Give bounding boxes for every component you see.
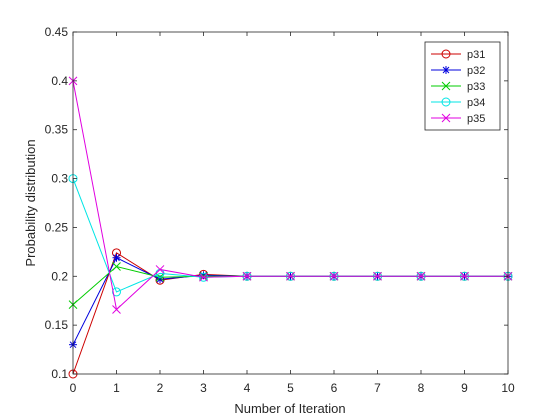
legend-marker-p34 bbox=[441, 97, 451, 107]
x-axis-label: Number of Iteration bbox=[234, 401, 345, 416]
data-point-p35 bbox=[416, 271, 426, 281]
x-tick-label: 0 bbox=[70, 381, 77, 395]
data-point-p33 bbox=[199, 271, 208, 281]
legend-label: p34 bbox=[467, 97, 485, 109]
legend-marker-p32 bbox=[442, 66, 450, 74]
legend-label: p33 bbox=[467, 81, 485, 93]
y-tick-label: 0.2 bbox=[51, 269, 68, 283]
legend-label: p32 bbox=[467, 65, 485, 77]
data-point-p34 bbox=[112, 287, 121, 297]
x-tick-label: 7 bbox=[374, 381, 381, 395]
x-tick-label: 10 bbox=[501, 381, 515, 395]
legend-marker-p33 bbox=[441, 81, 451, 91]
x-tick-label: 6 bbox=[331, 381, 338, 395]
data-point-p35 bbox=[329, 271, 339, 281]
y-tick-label: 0.15 bbox=[45, 318, 69, 332]
x-tick-label: 9 bbox=[461, 381, 468, 395]
data-point-p35 bbox=[199, 272, 208, 282]
y-tick-label: 0.1 bbox=[51, 367, 68, 381]
series-layer bbox=[68, 76, 513, 379]
x-tick-label: 5 bbox=[287, 381, 294, 395]
y-axis-label: Probability distribution bbox=[23, 139, 38, 266]
x-tick-label: 2 bbox=[157, 381, 164, 395]
data-point-p35 bbox=[373, 271, 382, 281]
y-tick-label: 0.25 bbox=[45, 220, 69, 234]
data-point-p32 bbox=[112, 253, 121, 262]
legend-marker-p35 bbox=[441, 113, 451, 123]
data-point-p35 bbox=[112, 305, 121, 314]
y-tick-label: 0.4 bbox=[51, 74, 68, 88]
y-tick-label: 0.35 bbox=[45, 123, 69, 137]
x-axis-ticks: 0 1 2 3 4 5 6 7 8 9 10 bbox=[70, 32, 515, 395]
legend-label: p35 bbox=[467, 113, 485, 125]
x-tick-label: 3 bbox=[200, 381, 207, 395]
x-tick-label: 4 bbox=[244, 381, 251, 395]
y-tick-label: 0.45 bbox=[45, 25, 69, 39]
data-point-p32 bbox=[199, 271, 208, 280]
legend-label: p31 bbox=[467, 49, 485, 61]
data-point-p35 bbox=[460, 271, 469, 281]
x-tick-label: 8 bbox=[418, 381, 425, 395]
x-tick-label: 1 bbox=[113, 381, 120, 395]
data-point-p35 bbox=[286, 271, 295, 281]
y-tick-label: 0.3 bbox=[51, 172, 68, 186]
legend-marker-p31 bbox=[441, 49, 451, 59]
data-point-p33 bbox=[112, 262, 121, 271]
legend: p31 p32 p33 p34 p35 bbox=[424, 41, 501, 131]
y-axis-ticks: 0.1 0.15 0.2 0.25 0.3 0.35 0.4 0.45 bbox=[45, 25, 508, 381]
data-point-p35 bbox=[155, 265, 165, 274]
data-point-p35 bbox=[242, 271, 252, 281]
